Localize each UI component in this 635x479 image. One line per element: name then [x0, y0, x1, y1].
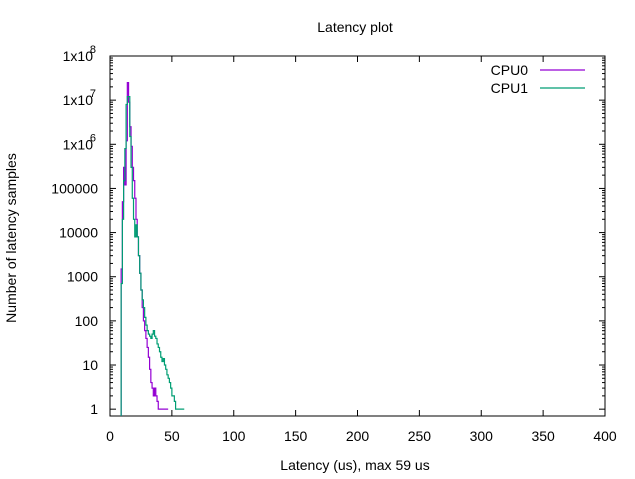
plot-frame [109, 55, 606, 417]
x-tick-label: 400 [593, 428, 617, 444]
chart-title: Latency plot [317, 19, 393, 35]
y-tick-exponent: 8 [90, 44, 96, 56]
series-line-cpu0 [120, 81, 169, 416]
y-tick-exponent: 6 [90, 132, 96, 144]
series-layer [120, 81, 185, 416]
x-axis-label: Latency (us), max 59 us [280, 457, 429, 473]
y-tick-label: 10 [82, 357, 98, 373]
x-tick-label: 50 [164, 428, 180, 444]
legend-label-cpu0: CPU0 [491, 62, 529, 78]
y-tick-label: 1x10 [63, 136, 94, 152]
y-tick-label: 1 [90, 401, 98, 417]
x-axis: 0 50 100 150 200 250 300 350 400 [106, 56, 617, 444]
y-tick-exponent: 7 [90, 88, 96, 100]
y-axis-label: Number of latency samples [3, 153, 19, 323]
y-tick-label: 1000 [67, 269, 98, 285]
y-tick-label: 1x10 [63, 92, 94, 108]
x-tick-label: 150 [284, 428, 308, 444]
x-tick-label: 0 [106, 428, 114, 444]
x-tick-label: 250 [408, 428, 432, 444]
x-tick-label: 200 [346, 428, 370, 444]
legend-label-cpu1: CPU1 [491, 80, 529, 96]
x-tick-label: 350 [531, 428, 555, 444]
series-line-cpu1 [120, 96, 185, 416]
y-tick-label: 100 [75, 313, 99, 329]
y-tick-label: 100000 [51, 180, 98, 196]
x-tick-label: 100 [222, 428, 246, 444]
legend: CPU0 CPU1 [491, 62, 585, 96]
y-tick-label: 1x10 [63, 48, 94, 64]
x-tick-label: 300 [470, 428, 494, 444]
y-tick-label: 10000 [59, 225, 98, 241]
